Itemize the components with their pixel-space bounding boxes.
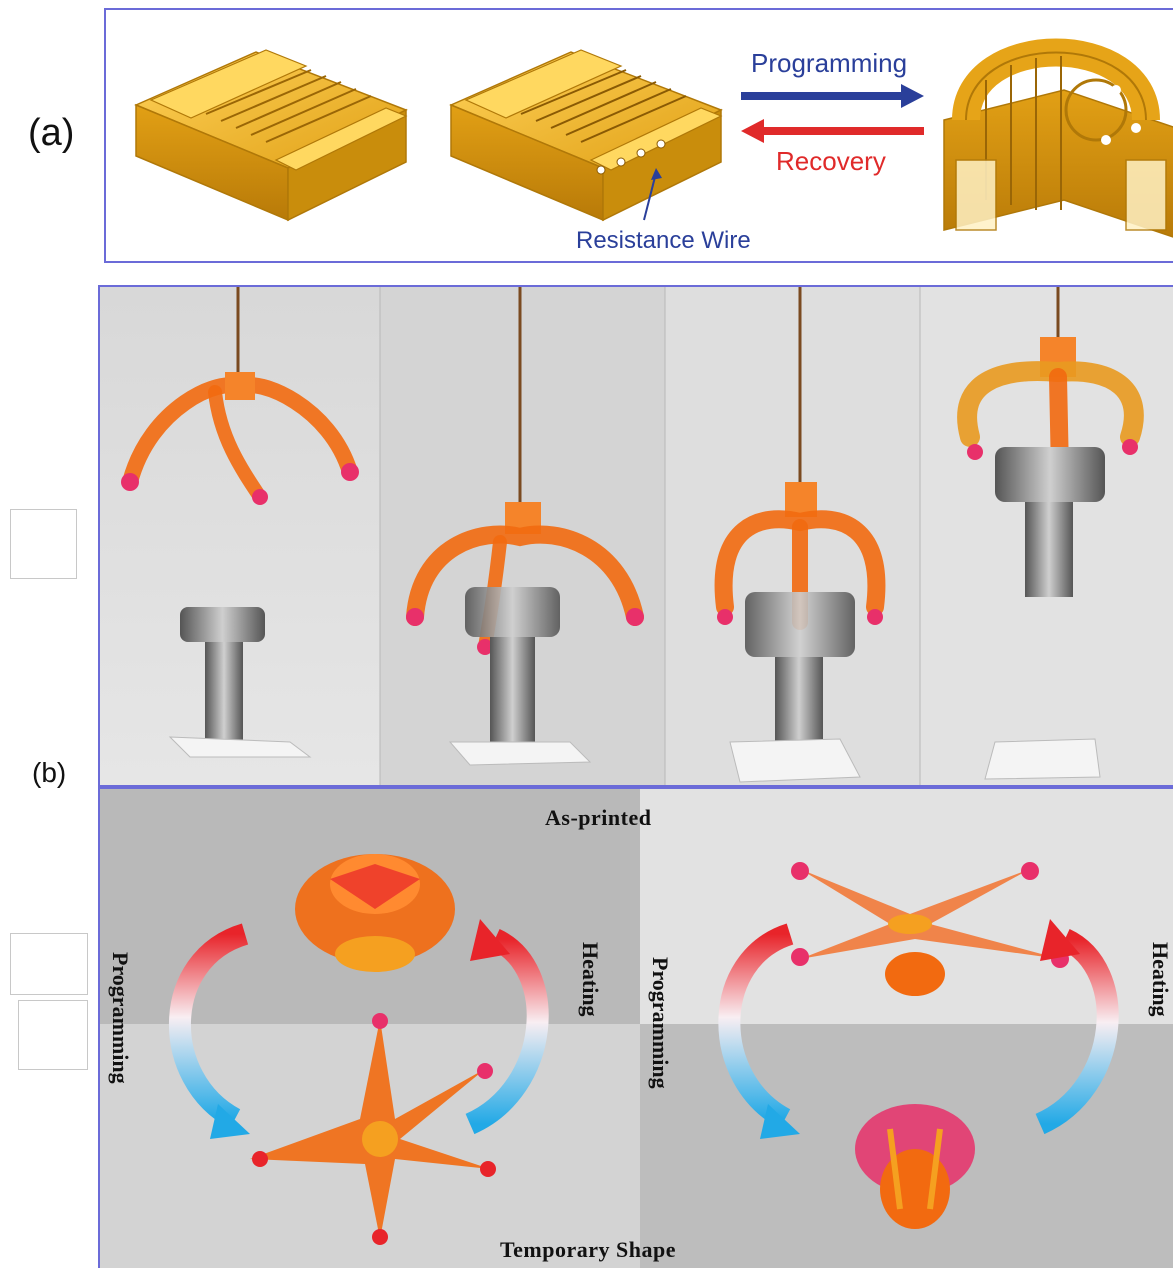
temporary-closed-gripper-photo [855, 1104, 975, 1229]
panel-a-illustration: Resistance Wire Programming Recovery [134, 38, 1173, 254]
recovery-label: Recovery [776, 146, 886, 176]
as-printed-label: As-printed [545, 805, 652, 830]
programming-label-right: Programming [648, 957, 673, 1089]
flat-device-illustration [134, 49, 408, 222]
photo-frame-3 [665, 287, 920, 785]
temporary-shape-label: Temporary Shape [500, 1237, 676, 1262]
open-star-gripper-photo [250, 1013, 496, 1245]
closed-gripper-photo [295, 854, 455, 972]
shape-memory-cycle-photos: As-printed Temporary Shape Programming H… [98, 787, 1173, 1268]
recovery-arrow [741, 119, 924, 143]
programming-arrowhead-left [210, 1104, 250, 1139]
panel-a-schematic: Resistance Wire Programming Recovery [104, 8, 1173, 263]
heating-label-right: Heating [1148, 942, 1173, 1017]
programming-label-left: Programming [108, 952, 133, 1084]
empty-placeholder-box [10, 509, 77, 579]
heating-arrowhead-right [1040, 919, 1080, 961]
shape-memory-cycle-illustration [100, 789, 1173, 1268]
programming-label: Programming [751, 48, 907, 78]
heating-label-left: Heating [578, 942, 603, 1017]
resistance-wire-label: Resistance Wire [576, 227, 751, 254]
gripper-grasping-sequence [98, 285, 1173, 787]
panel-label-b: (b) [32, 757, 67, 788]
empty-placeholder-box [10, 933, 88, 995]
photo-frame-1 [100, 287, 380, 785]
empty-placeholder-box [18, 1000, 88, 1070]
curled-device-illustration [943, 38, 1173, 238]
programming-arrowhead-right [760, 1104, 800, 1139]
photo-frame-2 [380, 287, 665, 785]
programming-arrow [741, 84, 924, 108]
as-printed-flat-gripper-photo [791, 862, 1069, 996]
grasping-sequence-photos [100, 287, 1173, 785]
photo-frame-4 [920, 287, 1173, 785]
wired-device-illustration [449, 49, 723, 222]
heating-arrowhead-left [470, 919, 510, 961]
panel-label-a: (a) [28, 112, 75, 154]
